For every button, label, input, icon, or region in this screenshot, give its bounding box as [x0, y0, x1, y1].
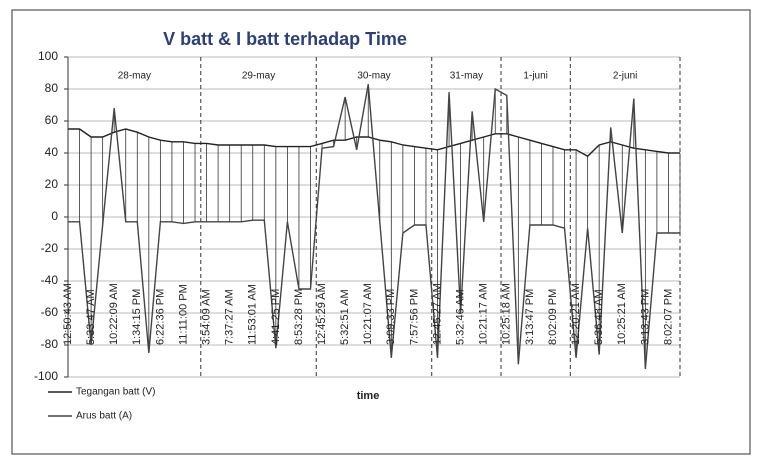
x-tick-label: 12:50:43 AM	[62, 283, 74, 345]
x-tick-label: 12:45:27 AM	[431, 283, 443, 345]
y-tick-label: -60	[41, 305, 59, 319]
day-label: 1-juni	[523, 71, 547, 82]
x-tick-label: 8:02:07 PM	[662, 289, 674, 345]
x-tick-label: 5:33:47 AM	[85, 289, 97, 345]
y-tick-label: -20	[41, 241, 59, 255]
y-tick-label: 100	[38, 49, 58, 63]
day-label: 28-may	[118, 71, 151, 82]
x-tick-label: 3:13:47 PM	[524, 289, 536, 345]
x-tick-label: 7:57:56 PM	[408, 289, 420, 345]
legend-label: Arus batt (A)	[76, 411, 132, 422]
x-tick-label: 3:09:33 PM	[385, 289, 397, 345]
x-tick-label: 10:22:09 AM	[108, 283, 120, 345]
x-tick-label: 5:32:51 AM	[339, 289, 351, 345]
x-tick-label: 3:13:43 PM	[639, 289, 651, 345]
x-tick-label: 8:02:09 PM	[547, 289, 559, 345]
x-tick-label: 7:37:27 AM	[224, 289, 236, 345]
x-tick-label: 11:11:00 PM	[177, 284, 189, 345]
x-tick-label: 12:20:21 AM	[570, 283, 582, 345]
day-label: 29-may	[242, 71, 275, 82]
x-tick-label: 8:53:28 PM	[293, 289, 305, 345]
x-tick-label: 3:54:09 AM	[200, 289, 212, 345]
day-label: 31-may	[450, 71, 483, 82]
x-tick-label: 10:25:18 AM	[501, 283, 513, 345]
y-tick-label: 20	[45, 177, 59, 191]
x-axis-label: time	[357, 390, 380, 402]
x-tick-label: 1:34:15 PM	[131, 289, 143, 345]
day-label: 2-juni	[613, 71, 637, 82]
y-tick-label: 0	[51, 209, 58, 223]
x-tick-label: 11:53:01 AM	[247, 284, 259, 345]
x-tick-label: 10:25:21 AM	[616, 283, 628, 345]
x-tick-label: 10:21:17 AM	[478, 283, 490, 345]
x-tick-label: 5:32:46 AM	[455, 289, 467, 345]
x-tick-label: 6:22:36 PM	[154, 289, 166, 345]
y-tick-label: -100	[34, 369, 58, 383]
y-tick-label: 60	[45, 113, 59, 127]
y-tick-label: 80	[45, 81, 59, 95]
y-tick-label: 40	[45, 145, 59, 159]
y-tick-label: -80	[41, 337, 59, 351]
legend-label: Tegangan batt (V)	[76, 387, 156, 398]
series-line	[68, 84, 680, 370]
x-tick-label: 4:41:25 PM	[270, 289, 282, 345]
y-tick-label: -40	[41, 273, 59, 287]
x-tick-label: 5:36:48 AM	[593, 289, 605, 345]
x-tick-label: 10:21:07 AM	[362, 283, 374, 345]
day-label: 30-may	[357, 71, 390, 82]
series-line	[68, 128, 680, 158]
chart-title: V batt & I batt terhadap Time	[163, 29, 407, 49]
chart-frame	[11, 9, 751, 455]
x-tick-label: 12:45:29 AM	[316, 283, 328, 345]
